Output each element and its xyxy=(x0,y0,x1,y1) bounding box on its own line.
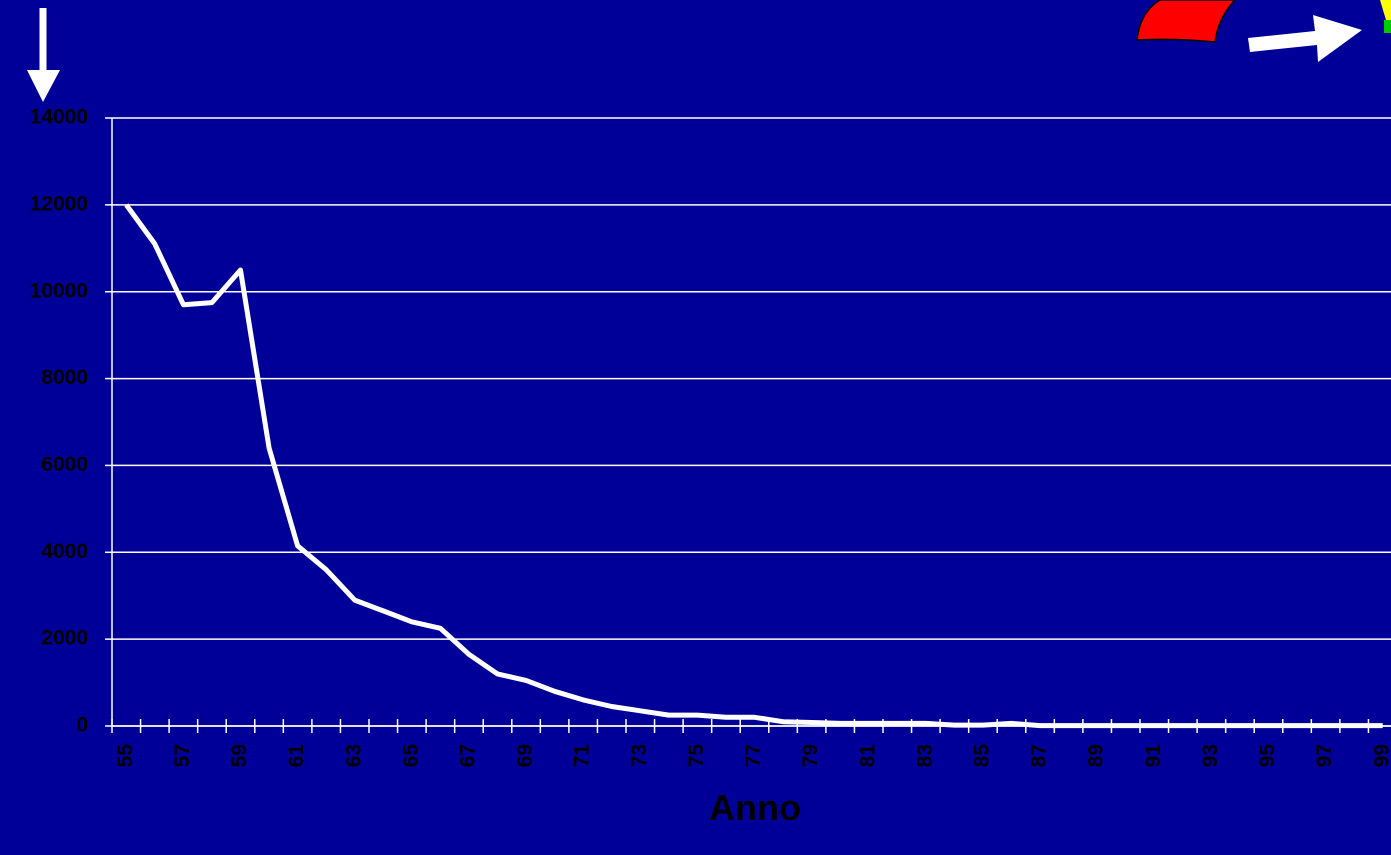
chart: Anno 0 2000 4000 6000 8000 10000 12000 14000 55 5… xyxy=(0,0,1391,855)
x-tick-label: 97 xyxy=(1313,744,1336,767)
x-tick-label: 65 xyxy=(399,744,422,768)
x-tick-label: 59 xyxy=(228,744,251,767)
x-tick-label: 81 xyxy=(856,744,879,768)
x-tick-label: 69 xyxy=(514,744,537,767)
x-axis-title: Anno xyxy=(709,787,801,828)
x-tick-label: 83 xyxy=(913,744,936,767)
y-tick-label: 4000 xyxy=(41,540,88,563)
x-tick-label: 67 xyxy=(456,744,479,767)
y-tick-label: 0 xyxy=(76,714,88,737)
x-tick-label: 73 xyxy=(628,744,651,767)
x-tick-label: 87 xyxy=(1028,744,1051,767)
x-tick-label: 75 xyxy=(685,744,708,768)
y-tick-label: 6000 xyxy=(41,453,88,476)
y-tick-label: 10000 xyxy=(30,279,88,302)
x-tick-label: 61 xyxy=(285,744,308,768)
y-tick-label: 8000 xyxy=(41,366,88,389)
x-tick-label: 71 xyxy=(571,744,594,768)
x-tick-label: 57 xyxy=(171,744,194,767)
y-tick-label: 2000 xyxy=(41,627,88,650)
x-tick-label: 93 xyxy=(1199,744,1222,767)
y-tick-label: 12000 xyxy=(30,192,88,215)
x-tick-label: 55 xyxy=(114,744,137,768)
x-tick-label: 95 xyxy=(1256,744,1279,768)
page: Anno 0 2000 4000 6000 8000 10000 12000 14000 55 5… xyxy=(0,0,1391,855)
green-shape xyxy=(1384,20,1391,33)
x-tick-label: 77 xyxy=(742,744,765,767)
x-tick-label: 99 xyxy=(1370,744,1391,767)
x-tick-label: 89 xyxy=(1085,744,1108,767)
y-tick-label: 14000 xyxy=(30,106,88,129)
x-tick-label: 63 xyxy=(342,744,365,767)
x-tick-label: 79 xyxy=(799,744,822,767)
x-tick-label: 91 xyxy=(1142,744,1165,768)
x-tick-label: 85 xyxy=(970,744,993,768)
